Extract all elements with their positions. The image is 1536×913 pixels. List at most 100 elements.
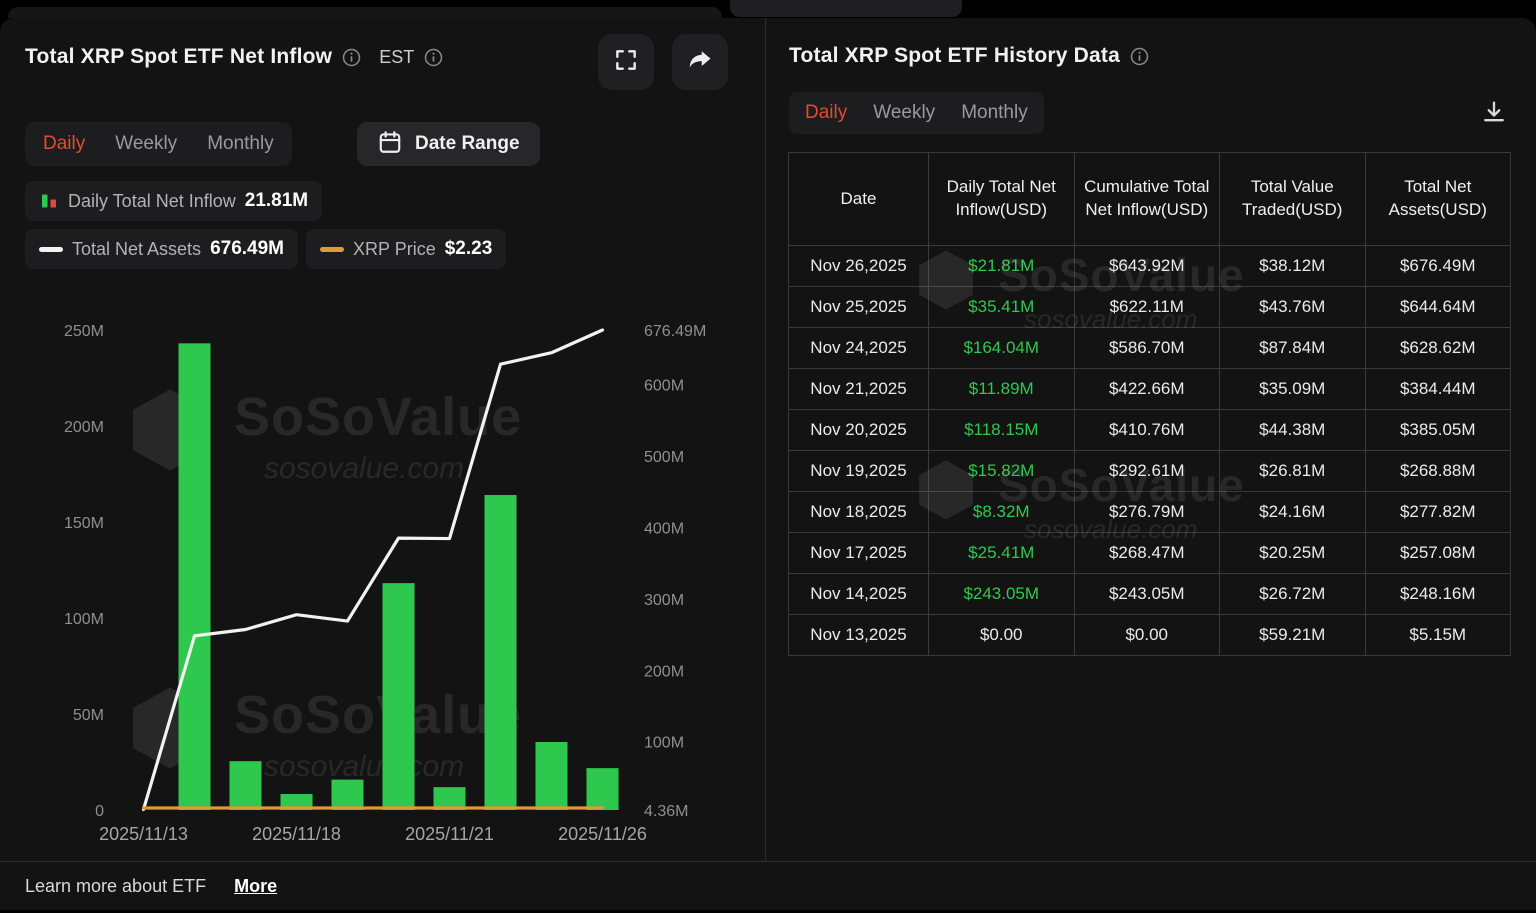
x-axis-tick: 2025/11/13 [99,824,188,844]
daily-inflow-cell: $11.89M [928,368,1075,410]
date-cell: Nov 26,2025 [788,245,929,287]
download-button[interactable] [1474,94,1514,134]
legend-item-daily-net-inflow[interactable]: Daily Total Net Inflow 21.81M [25,181,323,221]
x-axis-tick: 2025/11/26 [558,824,647,844]
tab-monthly[interactable]: Monthly [961,102,1028,123]
table-row: Nov 18,2025 $8.32M $276.79M $24.16M $277.82M [788,491,1511,533]
table-header-cell: Date [788,152,929,246]
footer-text: Learn more about ETF [25,875,207,896]
white-line-swatch-icon [39,246,63,252]
cumulative-inflow-cell: $586.70M [1073,327,1220,369]
net-assets-cell: $257.08M [1364,532,1511,574]
table-row: Nov 19,2025 $15.82M $292.61M $26.81M $268.88… [788,450,1511,492]
history-table: Date Daily Total Net Inflow(USD) Cumulativ… [788,152,1511,656]
value-traded-cell: $35.09M [1219,368,1366,410]
cumulative-inflow-cell: $422.66M [1073,368,1220,410]
cumulative-inflow-cell: $268.47M [1073,532,1220,574]
legend-row-1: Daily Total Net Inflow 21.81M [25,181,323,221]
date-range-label: Date Range [415,133,520,154]
daily-inflow-cell: $0.00 [928,614,1075,656]
value-traded-cell: $43.76M [1219,286,1366,328]
value-traded-cell: $26.72M [1219,573,1366,615]
date-range-button[interactable]: Date Range [357,122,540,166]
value-traded-cell: $87.84M [1219,327,1366,369]
net-assets-cell: $5.15M [1364,614,1511,656]
more-link[interactable]: More [234,875,278,896]
right-axis-tick: 400M [644,520,684,537]
bar [586,768,619,810]
info-icon[interactable] [424,48,443,67]
right-axis-tick: 4.36M [644,803,688,820]
calendar-icon [377,129,403,160]
bar [331,779,364,810]
cumulative-inflow-cell: $622.11M [1073,286,1220,328]
daily-inflow-cell: $35.41M [928,286,1075,328]
table-row: Nov 24,2025 $164.04M $586.70M $87.84M $628.6… [788,327,1511,369]
legend-value: 21.81M [244,190,309,211]
right-axis-tick: 100M [644,735,684,752]
legend-item-total-net-assets[interactable]: Total Net Assets 676.49M [25,229,299,269]
net-inflow-chart[interactable]: 0 50M 100M 150M 200M 250M 4.36M 100M 200M 300M 400… [0,296,765,861]
table-row: Nov 25,2025 $35.41M $622.11M $43.76M $644.64… [788,286,1511,328]
legend-row-2: Total Net Assets 676.49M XRP Price $2.23 [25,229,507,269]
right-axis-tick: 500M [644,449,684,466]
download-icon [1480,98,1508,131]
table-header-row: Date Daily Total Net Inflow(USD) Cumulativ… [788,152,1511,246]
main-content: Total XRP Spot ETF Net Inflow EST Daily … [0,18,1536,861]
x-axis-tick: 2025/11/21 [405,824,494,844]
date-cell: Nov 17,2025 [788,532,929,574]
net-assets-cell: $385.05M [1364,409,1511,451]
panel-divider [765,18,766,861]
daily-inflow-cell: $118.15M [928,409,1075,451]
left-axis-tick: 200M [64,419,104,436]
cumulative-inflow-cell: $276.79M [1073,491,1220,533]
net-assets-cell: $248.16M [1364,573,1511,615]
tab-weekly[interactable]: Weekly [873,102,936,123]
table-row: Nov 13,2025 $0.00 $0.00 $59.21M $5.15M [788,614,1511,656]
date-cell: Nov 24,2025 [788,327,929,369]
bar [535,742,568,810]
share-button[interactable] [672,34,728,90]
fullscreen-button[interactable] [598,34,654,90]
info-icon[interactable] [342,48,361,67]
left-axis-tick: 250M [64,323,104,340]
daily-inflow-cell: $164.04M [928,327,1075,369]
legend-item-xrp-price[interactable]: XRP Price $2.23 [306,229,507,269]
table-row: Nov 17,2025 $25.41M $268.47M $20.25M $257.08… [788,532,1511,574]
top-tab[interactable] [730,0,962,17]
date-cell: Nov 18,2025 [788,491,929,533]
footer: Learn more about ETF More [0,861,1536,910]
table-header-cell: Total Net Assets(USD) [1364,152,1511,246]
info-icon[interactable] [1130,47,1149,66]
value-traded-cell: $44.38M [1219,409,1366,451]
daily-inflow-cell: $21.81M [928,245,1075,287]
tab-daily[interactable]: Daily [43,133,86,154]
legend-value: 676.49M [210,238,285,259]
cumulative-inflow-cell: $0.00 [1073,614,1220,656]
value-traded-cell: $26.81M [1219,450,1366,492]
history-panel: Total XRP Spot ETF History Data Daily We… [766,18,1536,861]
bar-swatch-icon [39,191,59,211]
cumulative-inflow-cell: $410.76M [1073,409,1220,451]
bar [382,583,415,810]
tab-daily[interactable]: Daily [805,102,848,123]
bar [433,787,466,810]
history-tab-group: Daily Weekly Monthly [789,92,1044,134]
tab-monthly[interactable]: Monthly [207,133,274,154]
left-axis-tick: 50M [73,707,104,724]
right-axis-tick: 300M [644,592,684,609]
inflow-panel-title: Total XRP Spot ETF Net Inflow [25,45,333,68]
table-row: Nov 14,2025 $243.05M $243.05M $26.72M $248.1… [788,573,1511,615]
net-assets-cell: $644.64M [1364,286,1511,328]
inflow-panel: Total XRP Spot ETF Net Inflow EST Daily … [0,18,765,861]
daily-inflow-cell: $25.41M [928,532,1075,574]
value-traded-cell: $20.25M [1219,532,1366,574]
left-axis-tick: 150M [64,515,104,532]
date-cell: Nov 20,2025 [788,409,929,451]
table-header-cell: Daily Total Net Inflow(USD) [928,152,1075,246]
net-assets-cell: $268.88M [1364,450,1511,492]
right-axis-tick: 676.49M [644,323,706,340]
tab-weekly[interactable]: Weekly [115,133,178,154]
chart-canvas: 0 50M 100M 150M 200M 250M 4.36M 100M 200M 300M 400… [64,323,706,844]
table-header-cell: Total Value Traded(USD) [1219,152,1366,246]
